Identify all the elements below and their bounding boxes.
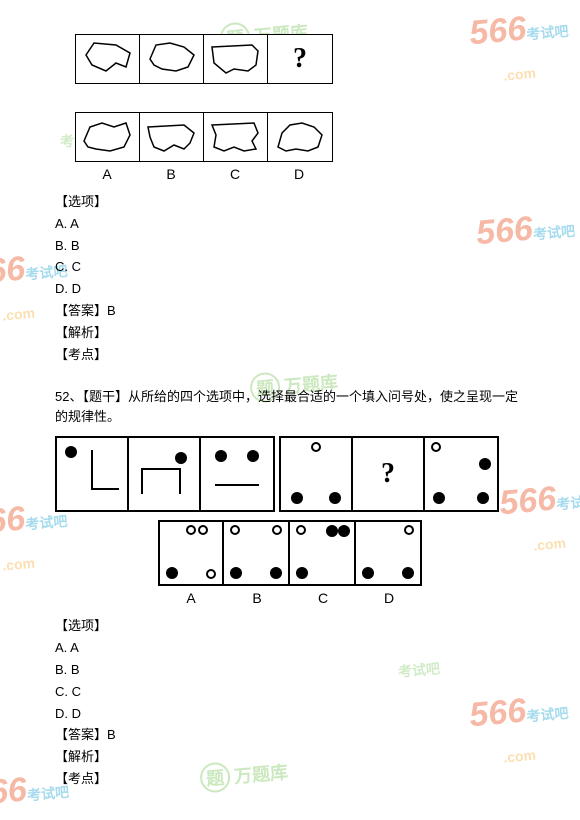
shape-icon <box>140 113 203 161</box>
q52-text: 【选项】 A. A B. B C. C D. D 【答案】B 【解析】 【考点】 <box>55 616 525 789</box>
question-mark: ? <box>293 43 307 75</box>
analysis-label: 【解析】 <box>55 747 525 768</box>
q52-option-figures <box>55 520 525 586</box>
option-a: A. A <box>55 214 525 235</box>
option-c: C. C <box>55 682 525 703</box>
shape-icon <box>204 35 267 83</box>
q51-text: 【选项】 A. A B. B C. C D. D 【答案】B 【解析】 【考点】 <box>55 192 525 365</box>
answer-label: 【答案】B <box>55 301 525 322</box>
question-mark: ? <box>381 458 395 490</box>
shape-icon <box>76 113 139 161</box>
option-b: B. B <box>55 236 525 257</box>
analysis-label: 【解析】 <box>55 323 525 344</box>
shape-icon <box>76 35 139 83</box>
shape-icon <box>204 113 267 161</box>
shape-icon <box>140 35 203 83</box>
option-d: D. D <box>55 704 525 725</box>
options-header: 【选项】 <box>55 192 525 213</box>
options-header: 【选项】 <box>55 616 525 637</box>
q52-stem: 52、【题干】从所给的四个选项中，选择最合适的一个填入问号处，使之呈现一定的规律… <box>55 387 525 426</box>
q51-question-figure: ? <box>75 34 333 84</box>
q52-option-labels: A B C D <box>55 590 525 606</box>
option-b: B. B <box>55 660 525 681</box>
point-label: 【考点】 <box>55 345 525 366</box>
point-label: 【考点】 <box>55 769 525 790</box>
shape-icon <box>268 113 332 161</box>
option-c: C. C <box>55 257 525 278</box>
q51-option-labels: A B C D <box>75 166 525 182</box>
answer-label: 【答案】B <box>55 725 525 746</box>
option-d: D. D <box>55 279 525 300</box>
option-a: A. A <box>55 638 525 659</box>
q51-options-figure <box>75 112 333 162</box>
q52-sequence-figure: ? <box>55 436 525 512</box>
